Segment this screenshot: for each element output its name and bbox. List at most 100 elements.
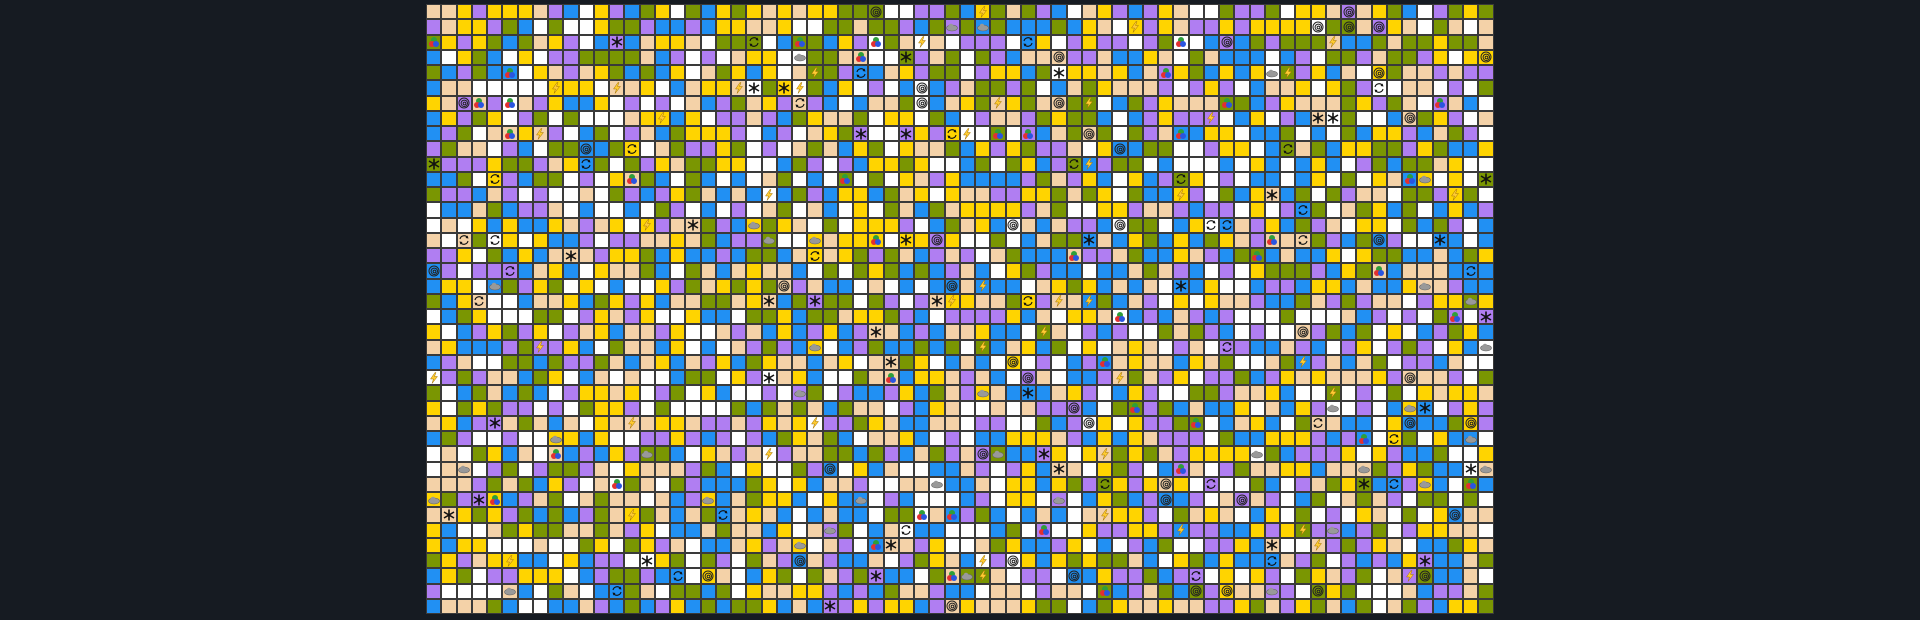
- board-cell-blue[interactable]: [1432, 415, 1448, 431]
- board-cell-olive[interactable]: [1020, 80, 1036, 96]
- board-cell-yellow[interactable]: [624, 248, 640, 264]
- board-cell-white[interactable]: [1020, 354, 1036, 370]
- board-cell-purple[interactable]: [975, 461, 991, 477]
- board-cell-white[interactable]: [1005, 568, 1021, 584]
- board-cell-white[interactable]: [578, 4, 594, 20]
- board-cell-olive[interactable]: [1341, 80, 1357, 96]
- board-cell-peach[interactable]: [1173, 19, 1189, 35]
- board-cell-purple[interactable]: [1310, 324, 1326, 340]
- board-cell-yellow[interactable]: [1463, 537, 1479, 553]
- board-cell-blue[interactable]: [1020, 65, 1036, 81]
- board-cell-peach[interactable]: [532, 537, 548, 553]
- board-cell-purple[interactable]: [1173, 568, 1189, 584]
- board-cell-purple[interactable]: [624, 446, 640, 462]
- board-cell-purple[interactable]: [898, 19, 914, 35]
- board-cell-blue[interactable]: [1036, 553, 1052, 569]
- board-cell-purple[interactable]: [1051, 492, 1067, 508]
- board-cell-blue[interactable]: [1356, 309, 1372, 325]
- board-cell-peach[interactable]: [700, 522, 716, 538]
- board-cell-white[interactable]: [1478, 354, 1494, 370]
- board-cell-olive[interactable]: [1142, 446, 1158, 462]
- board-cell-olive[interactable]: [1463, 187, 1479, 203]
- board-cell-peach[interactable]: [685, 354, 701, 370]
- board-cell-white[interactable]: [654, 522, 670, 538]
- board-cell-yellow[interactable]: [502, 232, 518, 248]
- board-cell-purple[interactable]: [1158, 431, 1174, 447]
- board-cell-blue[interactable]: [1249, 507, 1265, 523]
- board-cell-blue[interactable]: [502, 385, 518, 401]
- board-cell-olive[interactable]: [746, 354, 762, 370]
- board-cell-peach[interactable]: [1081, 126, 1097, 142]
- board-cell-olive[interactable]: [990, 19, 1006, 35]
- board-cell-peach[interactable]: [609, 309, 625, 325]
- board-cell-white[interactable]: [792, 507, 808, 523]
- board-cell-yellow[interactable]: [548, 263, 564, 279]
- board-cell-purple[interactable]: [1081, 248, 1097, 264]
- board-cell-peach[interactable]: [944, 95, 960, 111]
- board-cell-white[interactable]: [1066, 446, 1082, 462]
- board-cell-blue[interactable]: [1127, 309, 1143, 325]
- board-cell-white[interactable]: [563, 400, 579, 416]
- board-cell-white[interactable]: [914, 80, 930, 96]
- board-cell-peach[interactable]: [914, 583, 930, 599]
- board-cell-purple[interactable]: [1142, 4, 1158, 20]
- board-cell-purple[interactable]: [731, 324, 747, 340]
- board-cell-purple[interactable]: [898, 553, 914, 569]
- board-cell-white[interactable]: [853, 278, 869, 294]
- board-cell-olive[interactable]: [715, 583, 731, 599]
- board-cell-olive[interactable]: [1142, 141, 1158, 157]
- board-cell-peach[interactable]: [1051, 385, 1067, 401]
- board-cell-peach[interactable]: [1356, 278, 1372, 294]
- board-cell-yellow[interactable]: [1310, 156, 1326, 172]
- board-cell-white[interactable]: [502, 49, 518, 65]
- board-cell-peach[interactable]: [792, 598, 808, 614]
- board-cell-white[interactable]: [1310, 507, 1326, 523]
- board-cell-peach[interactable]: [639, 232, 655, 248]
- board-cell-purple[interactable]: [1234, 4, 1250, 20]
- board-cell-yellow[interactable]: [731, 156, 747, 172]
- board-cell-yellow[interactable]: [746, 583, 762, 599]
- board-cell-blue[interactable]: [578, 126, 594, 142]
- board-cell-purple[interactable]: [1447, 370, 1463, 386]
- board-cell-peach[interactable]: [670, 217, 686, 233]
- board-cell-blue[interactable]: [517, 583, 533, 599]
- board-cell-white[interactable]: [944, 522, 960, 538]
- board-cell-peach[interactable]: [1463, 583, 1479, 599]
- board-cell-white[interactable]: [563, 171, 579, 187]
- board-cell-olive[interactable]: [1036, 598, 1052, 614]
- board-cell-purple[interactable]: [624, 522, 640, 538]
- board-cell-yellow[interactable]: [1173, 248, 1189, 264]
- board-cell-blue[interactable]: [1417, 248, 1433, 264]
- board-cell-white[interactable]: [609, 156, 625, 172]
- board-cell-purple[interactable]: [1020, 370, 1036, 386]
- board-cell-yellow[interactable]: [1264, 19, 1280, 35]
- board-cell-yellow[interactable]: [776, 19, 792, 35]
- board-cell-yellow[interactable]: [1356, 507, 1372, 523]
- board-cell-olive[interactable]: [593, 293, 609, 309]
- board-cell-white[interactable]: [1158, 217, 1174, 233]
- board-cell-white[interactable]: [548, 324, 564, 340]
- board-cell-purple[interactable]: [487, 263, 503, 279]
- board-cell-olive[interactable]: [487, 598, 503, 614]
- board-cell-blue[interactable]: [746, 400, 762, 416]
- board-cell-white[interactable]: [441, 232, 457, 248]
- board-cell-peach[interactable]: [1234, 217, 1250, 233]
- board-cell-white[interactable]: [715, 400, 731, 416]
- board-cell-purple[interactable]: [1036, 583, 1052, 599]
- board-cell-peach[interactable]: [1036, 232, 1052, 248]
- board-cell-yellow[interactable]: [624, 385, 640, 401]
- board-cell-white[interactable]: [639, 202, 655, 218]
- board-cell-yellow[interactable]: [670, 187, 686, 203]
- board-cell-peach[interactable]: [746, 324, 762, 340]
- board-cell-purple[interactable]: [1097, 370, 1113, 386]
- board-cell-purple[interactable]: [1325, 446, 1341, 462]
- board-cell-olive[interactable]: [731, 278, 747, 294]
- board-cell-blue[interactable]: [1264, 415, 1280, 431]
- board-cell-yellow[interactable]: [456, 248, 472, 264]
- board-cell-purple[interactable]: [624, 126, 640, 142]
- board-cell-olive[interactable]: [822, 65, 838, 81]
- board-cell-white[interactable]: [975, 553, 991, 569]
- board-cell-purple[interactable]: [1173, 431, 1189, 447]
- board-cell-yellow[interactable]: [898, 171, 914, 187]
- board-cell-white[interactable]: [1173, 156, 1189, 172]
